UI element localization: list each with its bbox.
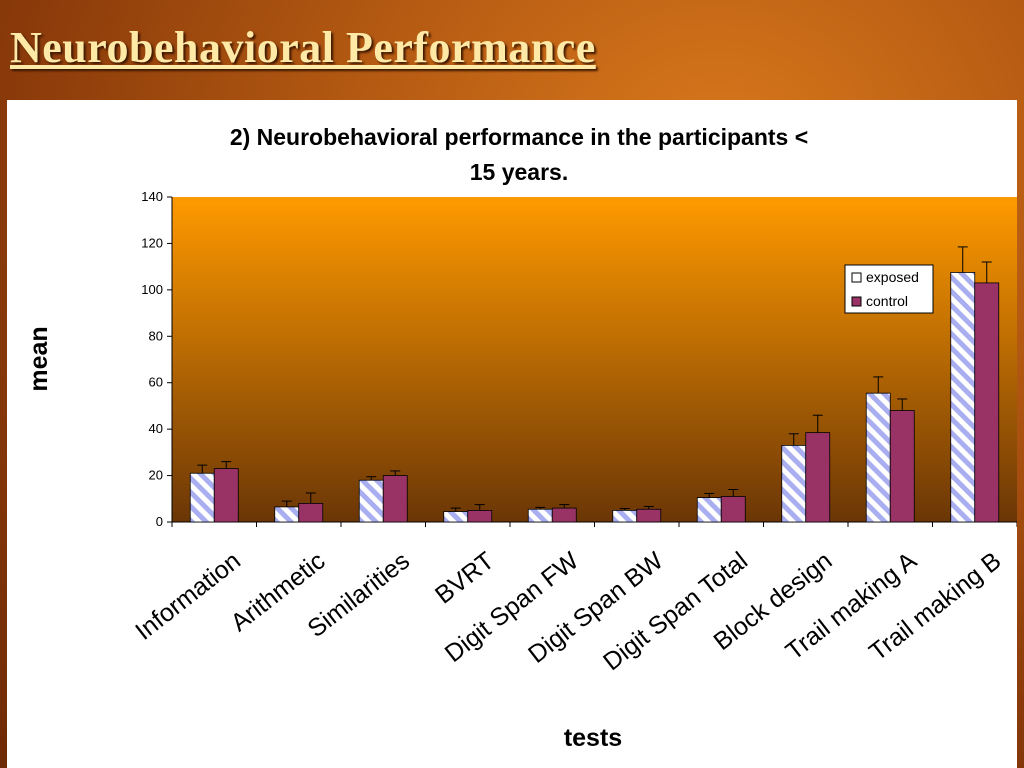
bar-control [805,432,831,523]
bar-control [298,503,324,523]
bar-exposed [950,272,976,523]
legend-label-control: control [866,293,908,309]
y-tick-label: 40 [149,421,163,436]
bar-control [889,410,915,523]
legend: exposed control [844,264,934,314]
bar-exposed [443,511,469,523]
bar-exposed [781,444,807,523]
bar-control [720,496,746,523]
bar-control [382,475,408,523]
bar-chart: 2) Neurobehavioral performance in the pa… [25,124,1017,752]
bar-exposed [527,508,553,523]
x-axis-title: tests [564,724,622,752]
bar-control [551,507,577,523]
legend-swatch-control [851,296,862,307]
bar-control [636,508,662,523]
chart-title-line2: 15 years. [470,159,568,185]
bar-exposed [612,509,638,523]
bar-exposed [865,392,891,523]
x-category-label: Information [130,547,246,646]
y-tick-label: 120 [141,235,163,250]
slide-title: Neurobehavioral Performance [10,23,596,72]
bar-exposed [274,506,300,523]
y-tick-label: 80 [149,328,163,343]
legend-label-exposed: exposed [866,269,919,285]
y-tick-label: 140 [141,189,163,204]
x-category-label: BVRT [430,547,499,610]
y-tick-label: 0 [156,514,163,529]
x-category-label: Digit Span Total [598,547,753,677]
chart-panel: 2) Neurobehavioral performance in the pa… [7,100,1017,768]
y-tick-label: 20 [149,468,163,483]
y-axis-title: mean [25,326,53,391]
bar-control [974,282,1000,523]
bar-exposed [358,479,384,523]
chart-title: 2) Neurobehavioral performance in the pa… [230,124,808,150]
bar-exposed [189,472,215,523]
bar-control [467,509,493,523]
y-tick-label: 60 [149,375,163,390]
bar-control [213,468,239,523]
legend-swatch-exposed [851,272,862,283]
y-tick-label: 100 [141,282,163,297]
bar-exposed [696,497,722,523]
